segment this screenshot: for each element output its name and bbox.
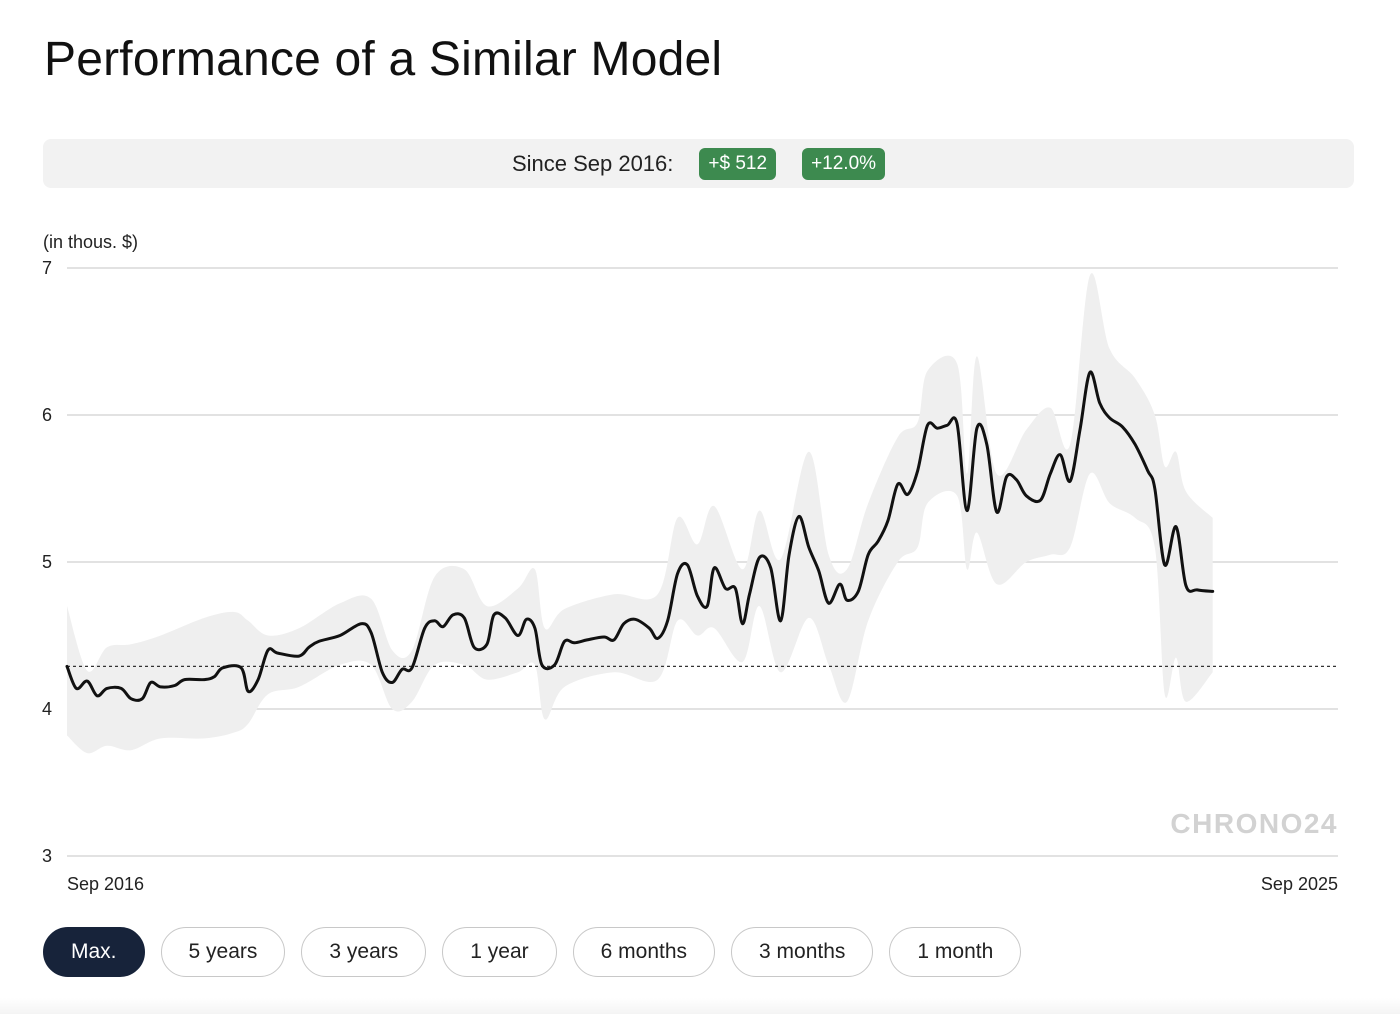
- percent-change-badge: +12.0%: [802, 147, 886, 180]
- y-axis-label: (in thous. $): [43, 232, 138, 252]
- footer-strip: [0, 998, 1400, 1014]
- y-tick-label-4: 4: [42, 699, 52, 719]
- y-tick-label-5: 5: [42, 552, 52, 572]
- summary-label: Since Sep 2016:: [511, 150, 674, 176]
- price-range-band: [67, 273, 1213, 754]
- range-button-1-year[interactable]: 1 year: [442, 927, 557, 977]
- time-range-selector: Max. 5 years 3 years 1 year 6 months 3 months…: [43, 927, 1022, 977]
- price-line: [65, 370, 1215, 702]
- range-button-max[interactable]: Max.: [43, 927, 145, 977]
- x-tick-label-0: Sep 2016: [67, 874, 144, 894]
- range-button-6-months[interactable]: 6 months: [572, 927, 716, 977]
- x-tick-label-1: Sep 2025: [1261, 874, 1338, 894]
- price-change-badge: +$ 512: [699, 147, 777, 180]
- range-button-3-years[interactable]: 3 years: [301, 927, 427, 977]
- y-tick-label-3: 3: [42, 846, 52, 866]
- range-button-3-months[interactable]: 3 months: [731, 927, 874, 977]
- y-tick-label-7: 7: [42, 258, 52, 278]
- performance-summary-bar: Since Sep 2016: +$ 512 +12.0%: [43, 139, 1354, 188]
- range-button-5-years[interactable]: 5 years: [160, 927, 286, 977]
- range-button-1-month[interactable]: 1 month: [889, 927, 1022, 977]
- page-title: Performance of a Similar Model: [44, 33, 723, 86]
- price-chart: (in thous. $) 3 4 5 6 7 Sep 2016 Sep 2025 CHR…: [42, 232, 1338, 894]
- y-tick-labels: 3 4 5 6 7: [42, 258, 52, 866]
- chrono24-watermark: CHRONO24: [1170, 808, 1338, 839]
- x-tick-labels: Sep 2016 Sep 2025: [67, 874, 1338, 894]
- y-tick-label-6: 6: [42, 405, 52, 425]
